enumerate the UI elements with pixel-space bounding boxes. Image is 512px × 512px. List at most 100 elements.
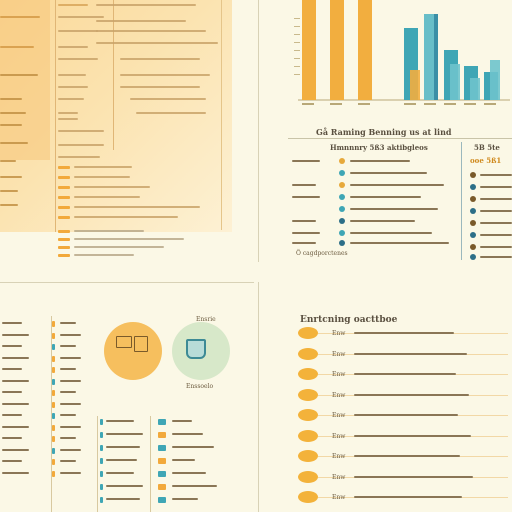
bar: [302, 0, 316, 100]
bar: [490, 60, 500, 100]
text-line: [96, 30, 206, 32]
mid-line: [106, 485, 143, 487]
row-text: [354, 352, 467, 355]
orange-chip: [58, 254, 70, 257]
right-line: [172, 433, 203, 435]
cup-icon: [186, 339, 206, 359]
legend-text: [350, 172, 427, 174]
orange-chip: [58, 186, 70, 189]
text-line: [58, 74, 86, 76]
legend-label: [292, 184, 316, 186]
mid-line: [106, 498, 140, 500]
text-line: [120, 86, 200, 88]
row-text: [354, 332, 454, 334]
legend-text: [350, 184, 444, 186]
heading-rule: [288, 138, 512, 139]
legend-text: [350, 196, 421, 198]
orange-chip: [52, 355, 55, 362]
timeline-dot: [298, 368, 318, 380]
x-tick-label: [424, 103, 436, 105]
bar: [358, 0, 372, 100]
row-text: [354, 434, 471, 437]
legend-label: [292, 196, 320, 198]
legend-dot: [339, 158, 345, 164]
right-line: [172, 420, 192, 422]
text-line: [58, 4, 88, 6]
label-line: [2, 333, 29, 336]
orange-chip: [158, 471, 166, 477]
panel-divider: [258, 0, 259, 262]
legend-text: [350, 208, 438, 210]
legend-dot: [339, 182, 345, 188]
orange-chip: [52, 378, 55, 385]
right-line: [172, 446, 214, 448]
circle-b-label: Enssoelo: [186, 383, 214, 390]
panel-divider: [258, 282, 259, 512]
legend-dot: [339, 206, 345, 212]
mid-line: [106, 433, 143, 435]
text-line: [58, 130, 104, 132]
text-line: [0, 190, 18, 192]
footnote: Ö cagdporctenes: [296, 250, 348, 257]
side-dot: [470, 184, 476, 190]
legend-dot: [339, 230, 345, 236]
row-text: [354, 496, 462, 498]
bar: [410, 70, 420, 100]
legend-text: [350, 232, 432, 234]
document-icon: [116, 336, 132, 348]
x-tick-label: [404, 103, 416, 105]
text-line: [0, 204, 18, 206]
text-line: [58, 118, 78, 120]
text-line: [58, 98, 84, 100]
value-line: [60, 437, 76, 439]
timeline-dot: [298, 388, 318, 401]
text-line: [74, 216, 178, 218]
right-line: [172, 498, 198, 500]
side-text: [480, 174, 512, 176]
side-badge: ooe 5ß1: [470, 156, 502, 165]
right-line: [172, 459, 195, 461]
value-line: [60, 460, 76, 462]
bar: [330, 0, 344, 100]
row-label: Enw: [332, 330, 346, 337]
row-label: Enw: [332, 473, 346, 481]
teal-chip: [100, 458, 103, 464]
bar-chart: [298, 0, 510, 105]
divider: [55, 0, 56, 232]
row-text: [354, 455, 460, 457]
value-line: [60, 391, 76, 393]
legend-label: [292, 220, 316, 222]
x-tick-label: [330, 103, 342, 105]
top-right-panel: ​ Gå Raming Benning us at lind Hmnnnry 5…: [258, 0, 512, 262]
legend-label: [292, 232, 320, 234]
legend-text: [350, 242, 449, 244]
label-line: [2, 425, 29, 428]
text-line: [74, 246, 164, 248]
label-line: [2, 322, 22, 324]
text-line: [96, 20, 186, 22]
side-text: [480, 246, 512, 248]
text-line: [74, 166, 132, 168]
text-line: [120, 74, 210, 76]
value-line: [60, 402, 81, 405]
legend-text: [350, 160, 410, 162]
row-label: Enw: [332, 371, 346, 378]
side-divider: [461, 142, 462, 260]
side-text: [480, 198, 512, 200]
text-line: [74, 238, 184, 240]
row-label: Enw: [332, 432, 346, 440]
side-text: [480, 186, 512, 188]
text-line: [0, 142, 28, 144]
document-icon: [134, 336, 148, 352]
orange-chip: [52, 401, 55, 408]
text-line: [58, 58, 98, 60]
text-line: [74, 206, 200, 208]
orange-chip: [58, 238, 70, 241]
mid-line: [106, 446, 140, 448]
orange-chip: [52, 424, 55, 431]
bar: [424, 14, 434, 100]
row-text: [354, 373, 456, 375]
legend-subheading: Hmnnnry 5ß3 aktibgleos: [330, 143, 428, 152]
label-line: [2, 356, 29, 359]
text-line: [58, 112, 78, 114]
